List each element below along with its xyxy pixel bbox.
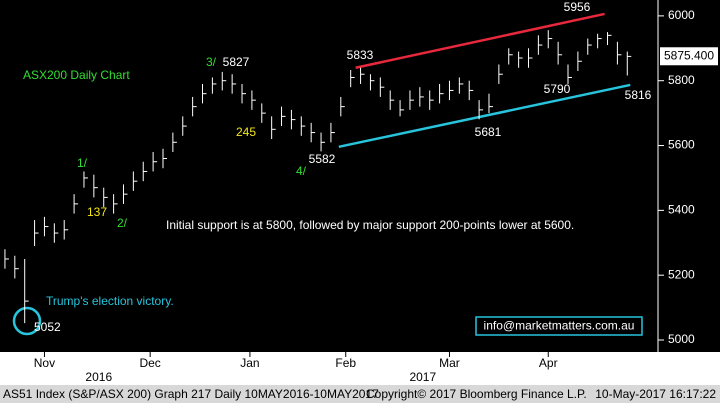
annotation: 5582 [309,152,336,166]
y-tick-label: 5200 [668,267,695,281]
x-tick-label: Apr [539,356,558,370]
annotation: 5681 [475,125,502,139]
annotation: 5790 [544,82,571,96]
trendline [355,12,605,69]
trendline [338,83,631,149]
annotation: 5052 [34,320,61,334]
annotation: 5833 [347,48,374,62]
year-label: 2017 [409,370,436,384]
chart-title: ASX200 Daily Chart [23,68,130,82]
contact: info@marketmatters.com.au [484,319,635,333]
annotation: Trump's election victory. [46,294,174,308]
annotation: Initial support is at 5800, followed by … [166,218,574,232]
footer-background [0,385,720,403]
y-tick-label: 5400 [668,203,695,217]
x-tick-label: Dec [139,356,160,370]
x-axis-background [0,352,720,385]
y-tick-label: 5600 [668,138,695,152]
x-tick-label: Jan [240,356,259,370]
plot-background [0,0,720,352]
highlight-circle [12,306,42,336]
x-tick-label: Mar [439,356,460,370]
y-tick-label: 5000 [668,332,695,346]
footer-left: AS51 Index (S&P/ASX 200) Graph 217 Daily… [3,387,379,401]
annotation: 245 [236,125,256,139]
footer-right: 10-May-2017 16:17:22 [595,387,716,401]
annotation: 5816 [625,88,652,102]
annotation: 3/ [206,55,217,69]
annotation: 2/ [117,216,128,230]
annotation: 5827 [223,55,250,69]
annotation: 137 [87,205,107,219]
last-price-box [660,47,718,66]
annotation: 5956 [564,0,591,14]
last-price-label: 5875.400 [664,48,714,62]
y-tick-label: 5800 [668,73,695,87]
annotation: 4/ [296,164,307,178]
year-label: 2016 [85,370,112,384]
annotation: 1/ [77,156,88,170]
x-tick-label: Nov [34,356,55,370]
contact-box [475,316,643,336]
footer-middle: Copyright© 2017 Bloomberg Finance L.P. [366,387,587,401]
y-tick-label: 6000 [668,8,695,22]
x-tick-label: Feb [335,356,356,370]
